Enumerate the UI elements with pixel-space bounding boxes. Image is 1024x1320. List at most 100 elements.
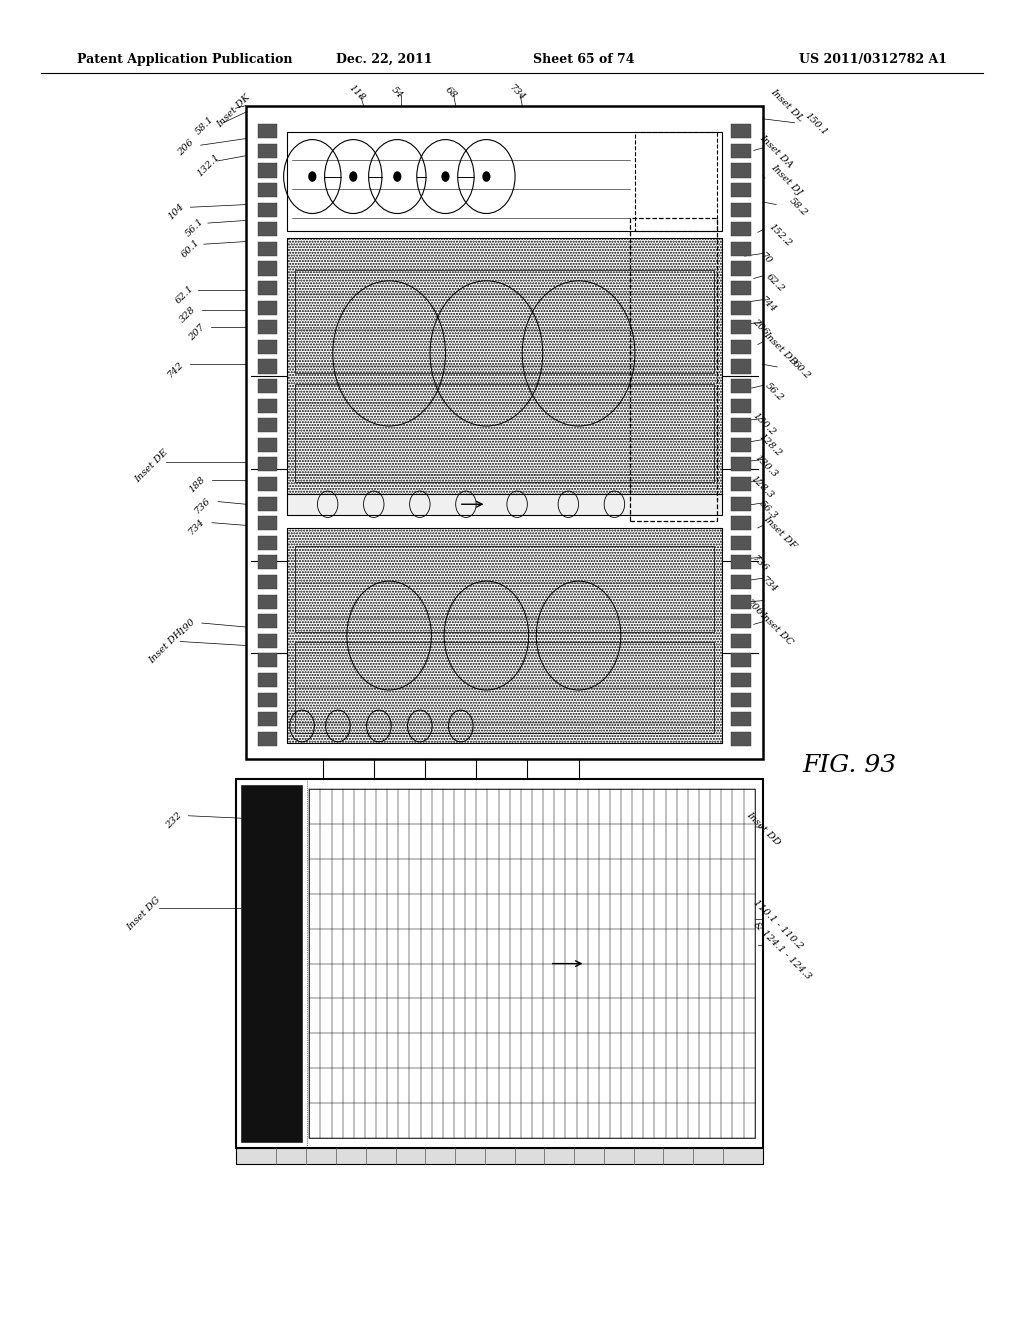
Bar [241,785,302,1142]
Bar [258,458,278,471]
Circle shape [349,172,357,182]
Text: 130.2: 130.2 [751,411,777,437]
Bar [258,653,278,668]
Text: 118: 118 [346,83,367,102]
Text: 190: 190 [177,618,198,636]
Bar [287,238,722,495]
Bar [287,238,722,495]
Text: 70: 70 [759,251,773,267]
Bar [287,132,722,231]
Bar [258,359,278,374]
Text: 232: 232 [164,812,184,830]
Bar [258,281,278,296]
Text: 56.2: 56.2 [763,381,785,403]
Bar [731,379,751,393]
Text: 128.2: 128.2 [757,432,783,458]
Bar [258,222,278,236]
Text: Inset DE: Inset DE [133,447,170,484]
Bar [731,576,751,589]
Bar [258,321,278,334]
Bar [236,779,763,1148]
Bar [731,731,751,746]
Bar [295,271,714,374]
Text: Patent Application Publication: Patent Application Publication [77,53,292,66]
Bar [731,711,751,726]
Bar [258,673,278,686]
Bar [258,164,278,178]
Text: 734: 734 [759,576,779,594]
Bar [731,496,751,511]
Bar [731,536,751,550]
Bar [258,379,278,393]
Bar [731,301,751,314]
Text: Dec. 22, 2011: Dec. 22, 2011 [336,53,432,66]
Circle shape [441,172,450,182]
Bar [287,528,722,743]
Bar [258,203,278,216]
Bar [258,183,278,197]
Text: 328: 328 [177,305,198,323]
Text: 58.2: 58.2 [787,197,810,218]
Bar [258,418,278,433]
Text: US 2011/0312782 A1: US 2011/0312782 A1 [799,53,947,66]
Bar [258,477,278,491]
Bar [236,779,307,1148]
Text: Inset DA: Inset DA [758,133,795,170]
Bar [258,144,278,158]
Text: 744: 744 [758,296,778,314]
Bar [258,556,278,569]
Text: 130.3: 130.3 [753,453,779,479]
Bar [258,399,278,413]
Text: 188: 188 [187,475,208,494]
Text: Inset DF: Inset DF [762,513,799,550]
Bar [731,124,751,139]
Bar [731,477,751,491]
Text: 60.1: 60.1 [179,238,202,259]
Bar [731,242,751,256]
Bar [731,144,751,158]
Text: 207: 207 [186,323,207,342]
Text: 206: 206 [176,139,197,157]
Bar [309,789,755,1138]
Text: 206: 206 [744,598,765,616]
Bar [287,494,722,515]
Bar [258,516,278,531]
Bar [258,731,278,746]
Bar [731,261,751,276]
Bar [731,438,751,451]
Bar [731,458,751,471]
Bar [258,496,278,511]
Bar [731,339,751,354]
Text: 56.3: 56.3 [757,499,779,520]
Text: 110.1 - 110.2: 110.1 - 110.2 [752,898,805,950]
Text: 736: 736 [750,554,770,573]
Bar [731,418,751,433]
Text: 128.3: 128.3 [749,474,775,500]
Bar [258,693,278,706]
Bar [258,614,278,628]
Text: 152.2: 152.2 [767,222,794,248]
Bar [731,399,751,413]
Bar [731,321,751,334]
Bar [731,203,751,216]
Text: 206: 206 [751,318,771,337]
Bar [258,576,278,589]
Text: 58.1: 58.1 [194,115,216,136]
Bar [236,1148,763,1164]
Bar [630,218,717,521]
Bar [731,222,751,236]
Text: Inset DB: Inset DB [762,330,799,367]
Text: Inset DG: Inset DG [125,895,162,932]
Bar [731,614,751,628]
Text: 734: 734 [186,517,207,536]
Bar [258,594,278,609]
Bar [731,693,751,706]
Text: 56.1: 56.1 [183,216,206,238]
Bar [731,556,751,569]
Bar [731,359,751,374]
Text: Inset DD: Inset DD [744,810,781,847]
Bar [258,536,278,550]
Text: Inset DL: Inset DL [768,87,805,124]
Bar [258,339,278,354]
Text: Sheet 65 of 74: Sheet 65 of 74 [532,53,635,66]
